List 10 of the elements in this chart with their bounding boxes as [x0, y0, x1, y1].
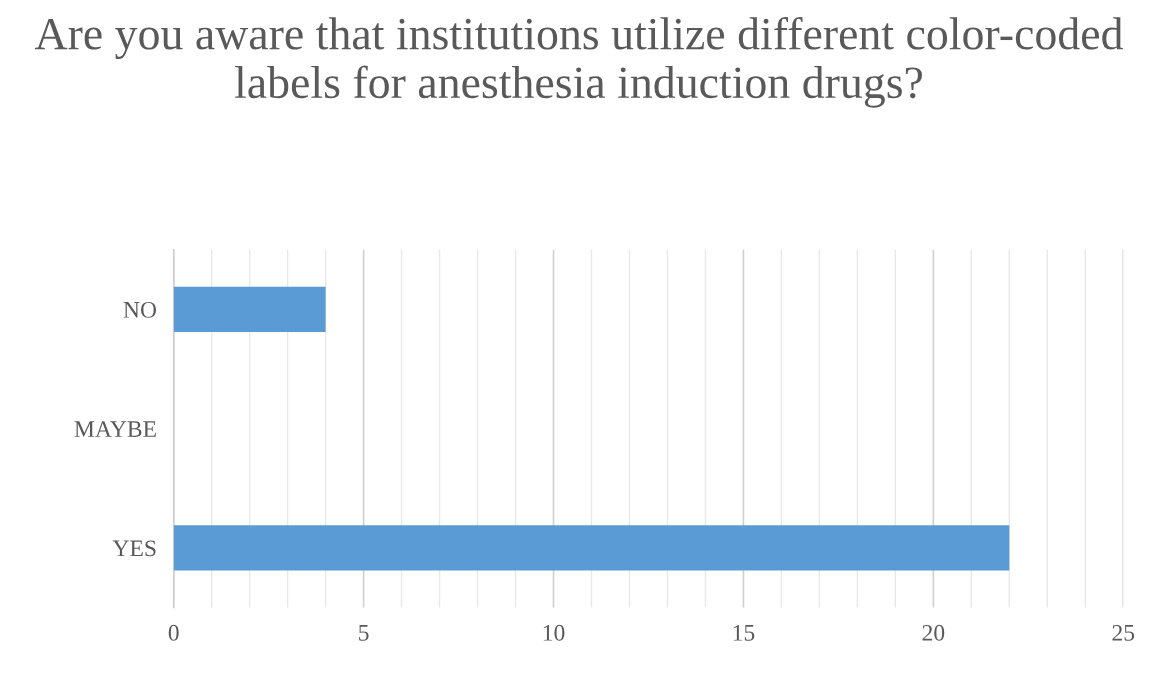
x-tick-label: 15 — [733, 624, 755, 641]
y-tick-label: NO — [123, 301, 157, 318]
x-tick-label: 0 — [168, 624, 179, 641]
chart-title: Are you aware that institutions utilize different color-coded labels for anesthesia induction drugs? — [34, 16, 1123, 108]
x-tick-label: 5 — [359, 625, 369, 641]
x-tick-label: 10 — [543, 624, 565, 641]
x-tick-label: 25 — [1112, 624, 1135, 641]
y-tick-label: YES — [112, 540, 156, 557]
y-tick-label: MAYBE — [74, 421, 156, 437]
x-tick-label: 20 — [922, 624, 945, 641]
